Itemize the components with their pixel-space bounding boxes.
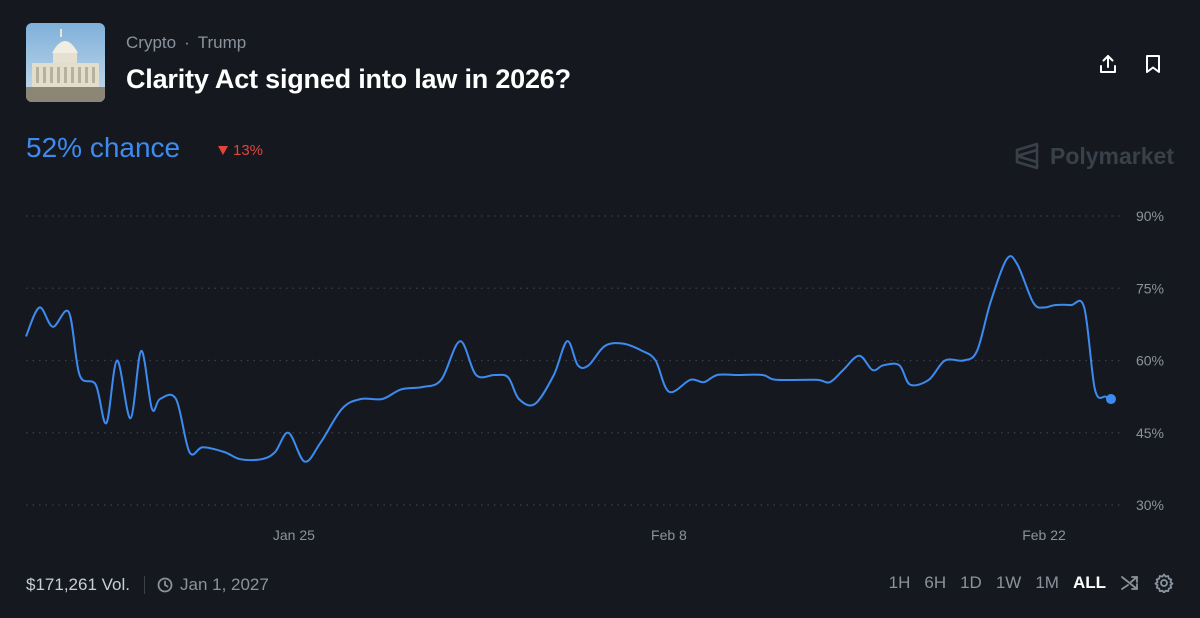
change-badge: 13% [218, 142, 263, 159]
y-tick-label: 75% [1136, 280, 1164, 296]
range-all[interactable]: ALL [1072, 573, 1106, 592]
bookmark-button[interactable] [1139, 50, 1167, 78]
change-value: 13% [233, 142, 264, 159]
share-button[interactable] [1094, 50, 1122, 78]
y-tick-label: 90% [1136, 208, 1164, 224]
shuffle-button[interactable] [1120, 574, 1140, 592]
settings-button[interactable] [1154, 573, 1174, 593]
end-date: Jan 1, 2027 [157, 575, 269, 595]
price-chart: 30% 45% 60% 75% 90% Jan 25 Feb 8 Feb 22 [25, 208, 1164, 543]
range-1d[interactable]: 1D [960, 573, 982, 592]
x-tick-label: Jan 25 [273, 527, 315, 543]
brand-watermark: Polymarket [1014, 142, 1174, 170]
breadcrumb: Crypto · Trump [126, 33, 246, 53]
category-link[interactable]: Crypto [126, 33, 177, 52]
time-range-selector: 1H 6H 1D 1W 1M ALL [889, 573, 1174, 593]
share-icon [1100, 55, 1116, 73]
range-6h[interactable]: 6H [924, 573, 947, 592]
footer-separator [143, 576, 145, 594]
volume-label: $171,261 Vol. [26, 575, 130, 594]
market-footer: $171,261 Vol. Jan 1, 2027 [26, 575, 269, 595]
current-point-marker [1106, 394, 1116, 405]
y-tick-label: 60% [1136, 353, 1164, 369]
range-1w[interactable]: 1W [995, 573, 1022, 592]
market-thumbnail [26, 23, 105, 102]
chance-label: 52% chance [26, 132, 181, 163]
y-tick-label: 30% [1136, 497, 1164, 513]
tag-link[interactable]: Trump [197, 33, 247, 52]
breadcrumb-separator: · [184, 33, 190, 52]
clock-icon [157, 577, 173, 593]
end-date-label: Jan 1, 2027 [179, 575, 269, 594]
shuffle-icon [1121, 576, 1138, 590]
brand-name: Polymarket [1049, 142, 1174, 169]
polymarket-logo-icon [1015, 142, 1039, 170]
range-1m[interactable]: 1M [1035, 573, 1059, 592]
market-title: Clarity Act signed into law in 2026? [126, 64, 571, 94]
series-line [25, 255, 1112, 463]
down-triangle-icon [218, 146, 228, 155]
gear-icon [1154, 573, 1174, 593]
y-tick-label: 45% [1136, 425, 1164, 441]
x-tick-label: Feb 8 [651, 527, 687, 543]
x-tick-label: Feb 22 [1022, 527, 1066, 543]
bookmark-icon [1146, 55, 1160, 73]
range-1h[interactable]: 1H [888, 573, 911, 592]
